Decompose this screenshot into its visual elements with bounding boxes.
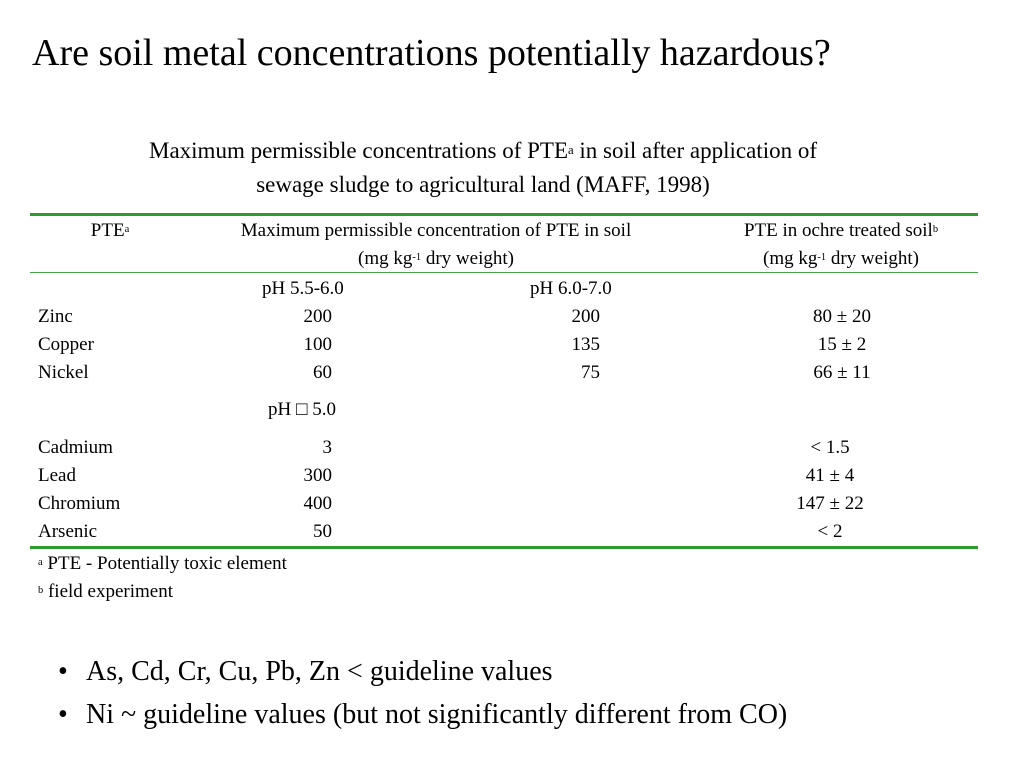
value-ochre-soil: < 1.5 [810,437,850,458]
value-ph-6-0-7-0: 135 [571,334,601,355]
footnote-a: a PTE - Potentially toxic element [38,553,287,574]
footnote-b: b field experiment [38,581,173,602]
header-max-concentration: Maximum permissible concentration of PTE… [240,220,632,269]
bullet-dot-icon: • [58,699,68,730]
value-ph-5-0: 3 [322,437,333,458]
table-caption: Maximum permissible concentrations of PT… [0,134,966,202]
value-ochre-soil: < 2 [817,521,843,542]
table-top-rule [30,213,978,216]
row-element-name: Lead [38,465,76,486]
caption-line-2: sewage sludge to agricultural land (MAFF… [256,172,710,197]
bullet-item: • As, Cd, Cr, Cu, Pb, Zn < guideline valu… [58,650,787,693]
value-ochre-soil: 15 ± 2 [817,334,867,355]
subheader-ph-6-0-7-0: pH 6.0-7.0 [530,278,612,299]
unrendered-symbol-icon: □ [295,399,308,420]
caption-line-1: Maximum permissible concentrations of PT… [149,138,817,163]
value-ph-5-0: 50 [313,521,332,542]
bullet-dot-icon: • [58,656,68,687]
value-ph-5-5-6-0: 100 [303,334,333,355]
value-ph-6-0-7-0: 75 [581,362,600,383]
value-ph-5-0: 400 [303,493,333,514]
value-ochre-soil: 41 ± 4 [805,465,855,486]
bullet-item: • Ni ~ guideline values (but not signific… [58,693,787,736]
subheader-ph-5-0: pH □ 5.0 [268,399,336,420]
table-bottom-rule [30,546,978,549]
subheader-ph-5-5-6-0: pH 5.5-6.0 [262,278,344,299]
row-element-name: Nickel [38,362,89,383]
header-pte: PTEa [90,220,130,241]
row-element-name: Cadmium [38,437,113,458]
row-element-name: Copper [38,334,94,355]
header-ochre-soil: PTE in ochre treated soilb (mg kg-1 dry … [743,220,939,269]
value-ph-5-0: 300 [303,465,333,486]
value-ph-5-5-6-0: 60 [313,362,332,383]
table-header-rule [30,272,978,273]
slide-title: Are soil metal concentrations potentiall… [32,32,831,74]
value-ochre-soil: 80 ± 20 [813,306,871,327]
row-element-name: Chromium [38,493,121,514]
row-element-name: Arsenic [38,521,98,542]
value-ochre-soil: 66 ± 11 [813,362,871,383]
bullet-list: • As, Cd, Cr, Cu, Pb, Zn < guideline valu… [58,650,787,736]
row-element-name: Zinc [38,306,73,327]
value-ochre-soil: 147 ± 22 [796,493,864,514]
value-ph-6-0-7-0: 200 [571,306,601,327]
value-ph-5-5-6-0: 200 [303,306,333,327]
